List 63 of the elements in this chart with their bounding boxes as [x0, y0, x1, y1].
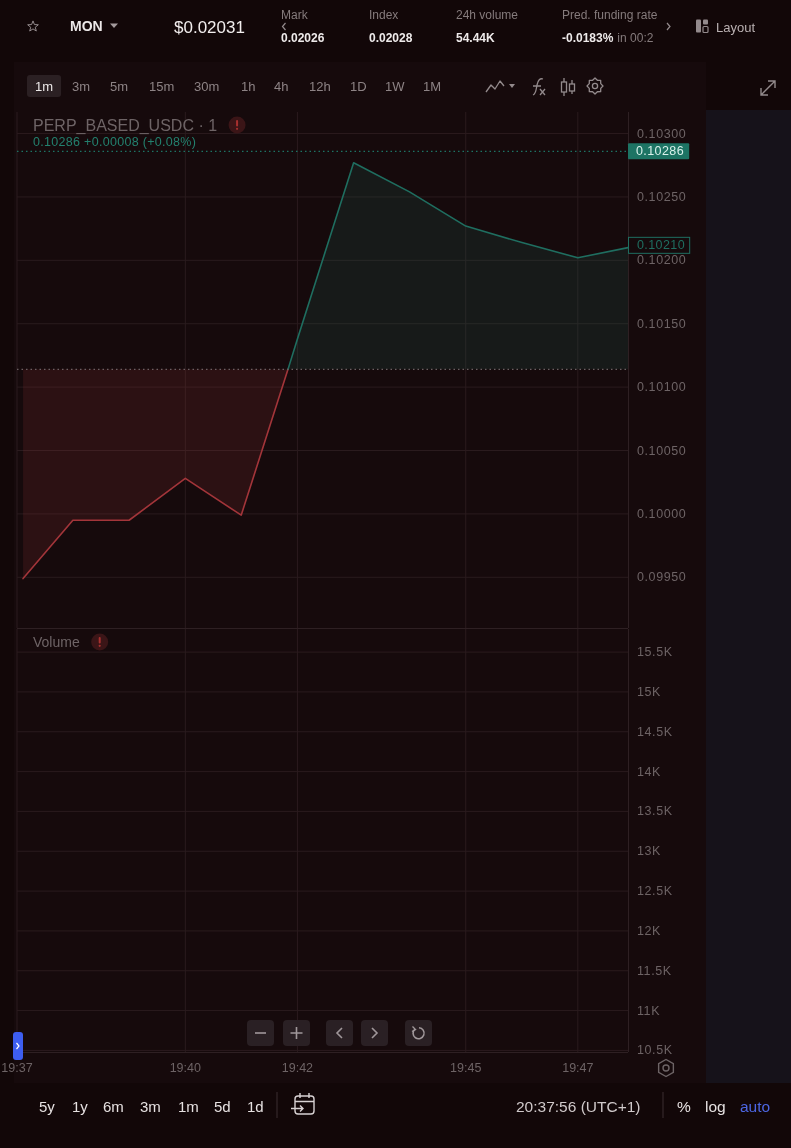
- chart-title: Volume: [33, 634, 80, 650]
- y-tick-label: 0.10100: [637, 380, 687, 395]
- y-tick-label: 0.10050: [637, 443, 687, 458]
- text: 1m: [178, 1097, 199, 1115]
- y-tick-label: 13.5K: [637, 804, 673, 819]
- y-tick-label: 12.5K: [637, 884, 673, 899]
- text: 20:37:56 (UTC+1): [516, 1097, 641, 1115]
- text: 0.10286 +0.00008 (+0.08%): [33, 135, 197, 149]
- text: MON: [70, 18, 103, 34]
- y-tick-label: 0.10150: [637, 316, 687, 331]
- text: Pred. funding rate: [562, 8, 658, 22]
- y-tick-label: 11.5K: [637, 963, 672, 978]
- text: 0.02026: [281, 31, 325, 45]
- text: 15m: [149, 78, 175, 94]
- y-tick-label: 0.09950: [637, 570, 687, 585]
- text: Mark: [281, 8, 309, 22]
- y-tick-label: 12K: [637, 923, 662, 938]
- text: 0.02028: [369, 31, 413, 45]
- y-tick-label: 0.10000: [637, 506, 687, 521]
- text: 6m: [103, 1097, 124, 1115]
- text: 1y: [72, 1097, 89, 1115]
- text: log: [705, 1097, 726, 1115]
- annotation: 0.10210: [637, 238, 685, 253]
- text: 1D: [350, 78, 367, 94]
- y-tick-label: 0.10200: [637, 253, 687, 268]
- y-tick-label: 15K: [637, 684, 662, 699]
- y-tick-label: 0.10250: [637, 189, 687, 204]
- text: 1m: [35, 78, 54, 94]
- text: 5y: [39, 1097, 56, 1115]
- text: 12h: [309, 78, 331, 94]
- text: Index: [369, 8, 399, 22]
- text: 30m: [194, 78, 220, 94]
- text: 1d: [247, 1097, 264, 1115]
- chart-title: PERP_BASED_USDC · 1: [33, 116, 218, 135]
- x-tick-label: 19:45: [450, 1061, 482, 1075]
- text: $0.02031: [174, 17, 245, 37]
- text: 1W: [385, 78, 406, 94]
- text: 4h: [274, 78, 289, 94]
- text: 54.44K: [456, 31, 496, 45]
- y-tick-label: 10.5K: [637, 1043, 673, 1058]
- text: -0.0183%: [562, 31, 614, 45]
- text: 1M: [423, 78, 442, 94]
- x-tick-label: 19:37: [1, 1061, 33, 1075]
- text: 3m: [140, 1097, 161, 1115]
- y-tick-label: 13K: [637, 844, 662, 859]
- y-tick-label: 14.5K: [637, 724, 673, 739]
- text: auto: [740, 1097, 771, 1115]
- y-tick-label: 11K: [637, 1003, 661, 1018]
- ref-line-label: 0.10286: [636, 144, 684, 159]
- text: Layout: [716, 19, 756, 35]
- y-tick-label: 0.10300: [637, 126, 687, 141]
- x-tick-label: 19:47: [562, 1061, 594, 1075]
- text: 3m: [72, 78, 91, 94]
- y-tick-label: 14K: [637, 764, 662, 779]
- x-tick-label: 19:42: [281, 1061, 314, 1075]
- x-tick-label: 19:40: [169, 1061, 202, 1075]
- text: in 00:2: [617, 31, 654, 45]
- text: 5m: [110, 78, 129, 94]
- y-tick-label: 15.5K: [637, 645, 673, 660]
- text: 24h volume: [456, 8, 519, 22]
- text: 5d: [214, 1097, 231, 1115]
- text: %: [677, 1097, 691, 1115]
- text: 1h: [241, 78, 256, 94]
